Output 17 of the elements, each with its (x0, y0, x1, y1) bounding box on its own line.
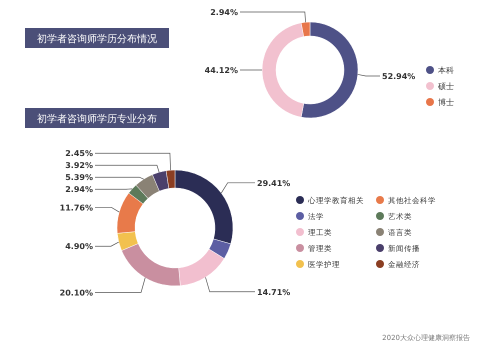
legend-label: 本科 (438, 66, 454, 75)
data-label: 4.90% (65, 242, 93, 252)
data-label: 11.76% (60, 203, 93, 212)
data-label: 3.92% (65, 161, 93, 170)
legend-label: 硕士 (437, 82, 454, 91)
text: 初学者咨询师学历分布情况 (37, 33, 157, 45)
data-label: 44.12% (204, 66, 238, 75)
data-label: 52.94% (382, 72, 416, 81)
data-label: 2.94% (65, 185, 93, 194)
data-label: 5.39% (65, 173, 93, 182)
data-label: 2.94% (210, 8, 238, 17)
chart-title: 初学者咨询师学历专业分布 (37, 113, 157, 125)
data-label: 14.71% (257, 288, 290, 297)
data-label: 2.45% (65, 149, 93, 158)
data-label: 20.10% (60, 288, 93, 298)
legend-label: 博士 (438, 98, 454, 107)
data-label: 29.41% (257, 178, 290, 188)
